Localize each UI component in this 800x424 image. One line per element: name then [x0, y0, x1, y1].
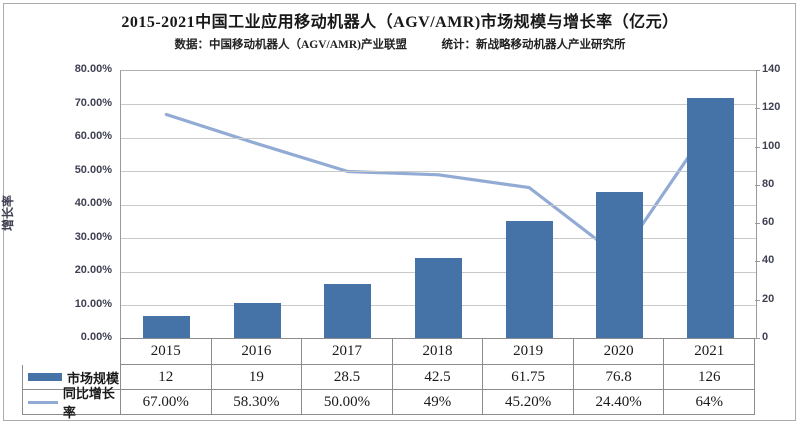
left-tick-label: 0.00%	[80, 331, 112, 343]
series-name: 同比增长率	[62, 386, 115, 420]
bar-2019	[505, 220, 553, 339]
table-data-row: 市场规模 12 19 28.5 42.5 61.75 76.8 126	[22, 365, 756, 390]
right-axis-tick	[755, 223, 760, 225]
right-axis-tick	[755, 299, 760, 301]
table-data-row: 同比增长率 67.00% 58.30% 50.00% 49% 45.20% 24.40% 64…	[22, 386, 756, 420]
grid-line	[121, 204, 756, 206]
right-tick-label: 140	[762, 63, 781, 75]
right-tick-label: 100	[762, 139, 781, 152]
bar-2017	[324, 284, 372, 339]
value-cell: 24.40%	[572, 390, 664, 414]
grid-line	[121, 171, 756, 172]
value-cell: 28.5	[301, 365, 392, 389]
value-cell: 76.8	[572, 365, 664, 389]
year-cell: 2018	[391, 339, 483, 364]
right-axis-tick	[755, 184, 760, 186]
value-cell: 64%	[663, 390, 756, 414]
right-axis-tick-labels: 140 120 100 80 60 40 20 0	[762, 63, 798, 343]
right-tick-label: 20	[762, 292, 775, 305]
bar-2020	[596, 191, 644, 339]
left-tick-label: 80.00%	[74, 63, 112, 75]
value-cell: 12	[120, 365, 211, 389]
series-name: 市场规模	[67, 370, 120, 386]
value-cell: 19	[210, 365, 302, 389]
value-cell: 42.5	[391, 365, 483, 389]
left-tick-label: 70.00%	[74, 96, 112, 109]
right-axis-tick	[755, 108, 760, 110]
value-cell: 126	[663, 365, 756, 389]
left-tick-label: 30.00%	[74, 230, 112, 243]
right-tick-label: 80	[762, 177, 775, 190]
plot-area	[120, 70, 757, 339]
right-axis-tick	[755, 261, 760, 263]
value-cell: 58.30%	[210, 390, 302, 414]
bar-2016	[233, 302, 281, 339]
left-tick-label: 60.00%	[74, 130, 112, 142]
left-tick-label: 10.00%	[74, 297, 112, 310]
value-cell: 67.00%	[120, 390, 211, 414]
right-tick-label: 60	[762, 216, 775, 229]
value-cell: 49%	[391, 390, 483, 414]
right-tick-label: 0	[762, 331, 769, 343]
legend-cell: 市场规模	[22, 365, 120, 389]
year-cell: 2021	[663, 339, 756, 364]
value-cell: 61.75	[482, 365, 573, 389]
data-table: 2015 2016 2017 2018 2019 2020 2021 市场规模 12 19 28.5…	[22, 338, 756, 420]
right-axis-tick	[755, 146, 760, 148]
year-cell: 2017	[301, 339, 392, 364]
line-series-swatch	[28, 400, 58, 404]
right-tick-label: 120	[762, 101, 781, 114]
right-axis-tick	[755, 70, 760, 71]
grid-line	[121, 137, 756, 139]
value-cell: 45.20%	[482, 390, 573, 414]
year-cell: 2015	[120, 339, 211, 364]
left-axis-tick-labels: 80.00% 70.00% 60.00% 50.00% 40.00% 30.00% 20.0…	[30, 63, 112, 343]
chart-subtitle: 数据：中国移动机器人（AGV/AMR)产业联盟 统计：新战略移动机器人产业研究所	[174, 39, 626, 51]
chart-title: 2015-2021中国工业应用移动机器人（AGV/AMR)市场规模与增长率（亿元…	[121, 14, 679, 31]
table-year-row: 2015 2016 2017 2018 2019 2020 2021	[120, 338, 756, 365]
bar-series-swatch	[28, 373, 62, 381]
left-tick-label: 40.00%	[74, 197, 112, 209]
grid-line	[121, 238, 756, 239]
year-cell: 2019	[482, 339, 573, 364]
bar-2021	[687, 97, 735, 339]
right-tick-label: 40	[762, 254, 775, 267]
right-axis-tick	[755, 338, 760, 339]
left-tick-label: 20.00%	[74, 264, 112, 276]
bar-2018	[415, 257, 462, 339]
year-cell: 2020	[572, 339, 664, 364]
legend-cell: 同比增长率	[22, 386, 120, 420]
bar-2015	[142, 316, 190, 339]
value-cell: 50.00%	[301, 390, 392, 414]
left-tick-label: 50.00%	[74, 163, 112, 176]
year-cell: 2016	[210, 339, 302, 364]
grid-line	[121, 104, 756, 105]
